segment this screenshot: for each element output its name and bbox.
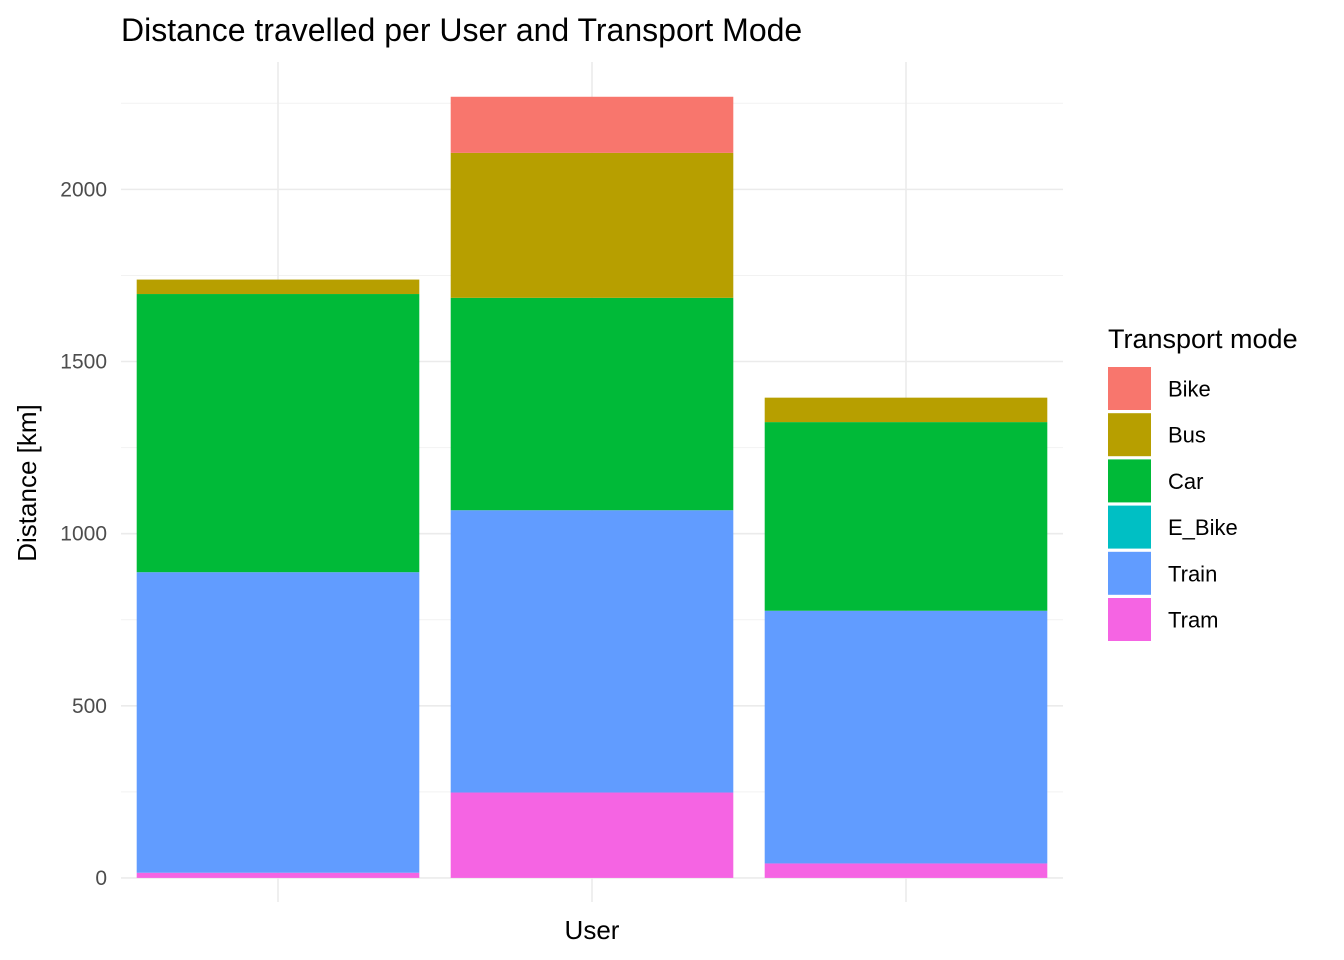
bar-segment-tram [136, 872, 420, 878]
bar-segment-train [764, 610, 1048, 864]
chart-title: Distance travelled per User and Transpor… [121, 12, 802, 48]
y-tick-label: 1000 [60, 523, 107, 546]
bar-segment-car [136, 294, 420, 573]
y-tick-labels: 0 500 1000 1500 2000 [60, 178, 107, 890]
bar-segment-car [764, 422, 1048, 611]
bar-segment-train [136, 572, 420, 873]
legend: Transport mode Bike Bus Car E_Bike Train Tram [1108, 324, 1298, 641]
legend-key-e_bike [1108, 505, 1151, 549]
legend-title: Transport mode [1108, 324, 1298, 354]
legend-key-bus [1108, 413, 1151, 457]
bar-segment-bus [764, 397, 1048, 423]
y-tick-label: 500 [72, 695, 107, 718]
legend-label-e_bike: E_Bike [1168, 515, 1238, 540]
bar-segment-train [450, 510, 734, 793]
legend-label-tram: Tram [1168, 608, 1219, 633]
bar-segment-tram [764, 863, 1048, 878]
bar-segment-bike [450, 96, 734, 153]
y-axis-title: Distance [km] [12, 404, 42, 562]
y-tick-label: 1500 [60, 351, 107, 374]
bar-segment-bus [450, 152, 734, 298]
legend-label-car: Car [1168, 469, 1203, 494]
y-tick-label: 2000 [60, 178, 107, 201]
legend-key-train [1108, 551, 1151, 595]
legend-label-bus: Bus [1168, 423, 1206, 448]
legend-label-bike: Bike [1168, 377, 1211, 402]
legend-key-bike [1108, 367, 1151, 410]
bar-segment-tram [450, 792, 734, 878]
y-tick-label: 0 [95, 867, 107, 890]
legend-label-train: Train [1168, 561, 1217, 586]
x-axis-title: User [565, 915, 620, 945]
bars [136, 96, 1048, 878]
bar-segment-bus [136, 279, 420, 295]
legend-key-tram [1108, 598, 1151, 641]
bar-segment-car [450, 297, 734, 511]
legend-key-car [1108, 459, 1151, 503]
